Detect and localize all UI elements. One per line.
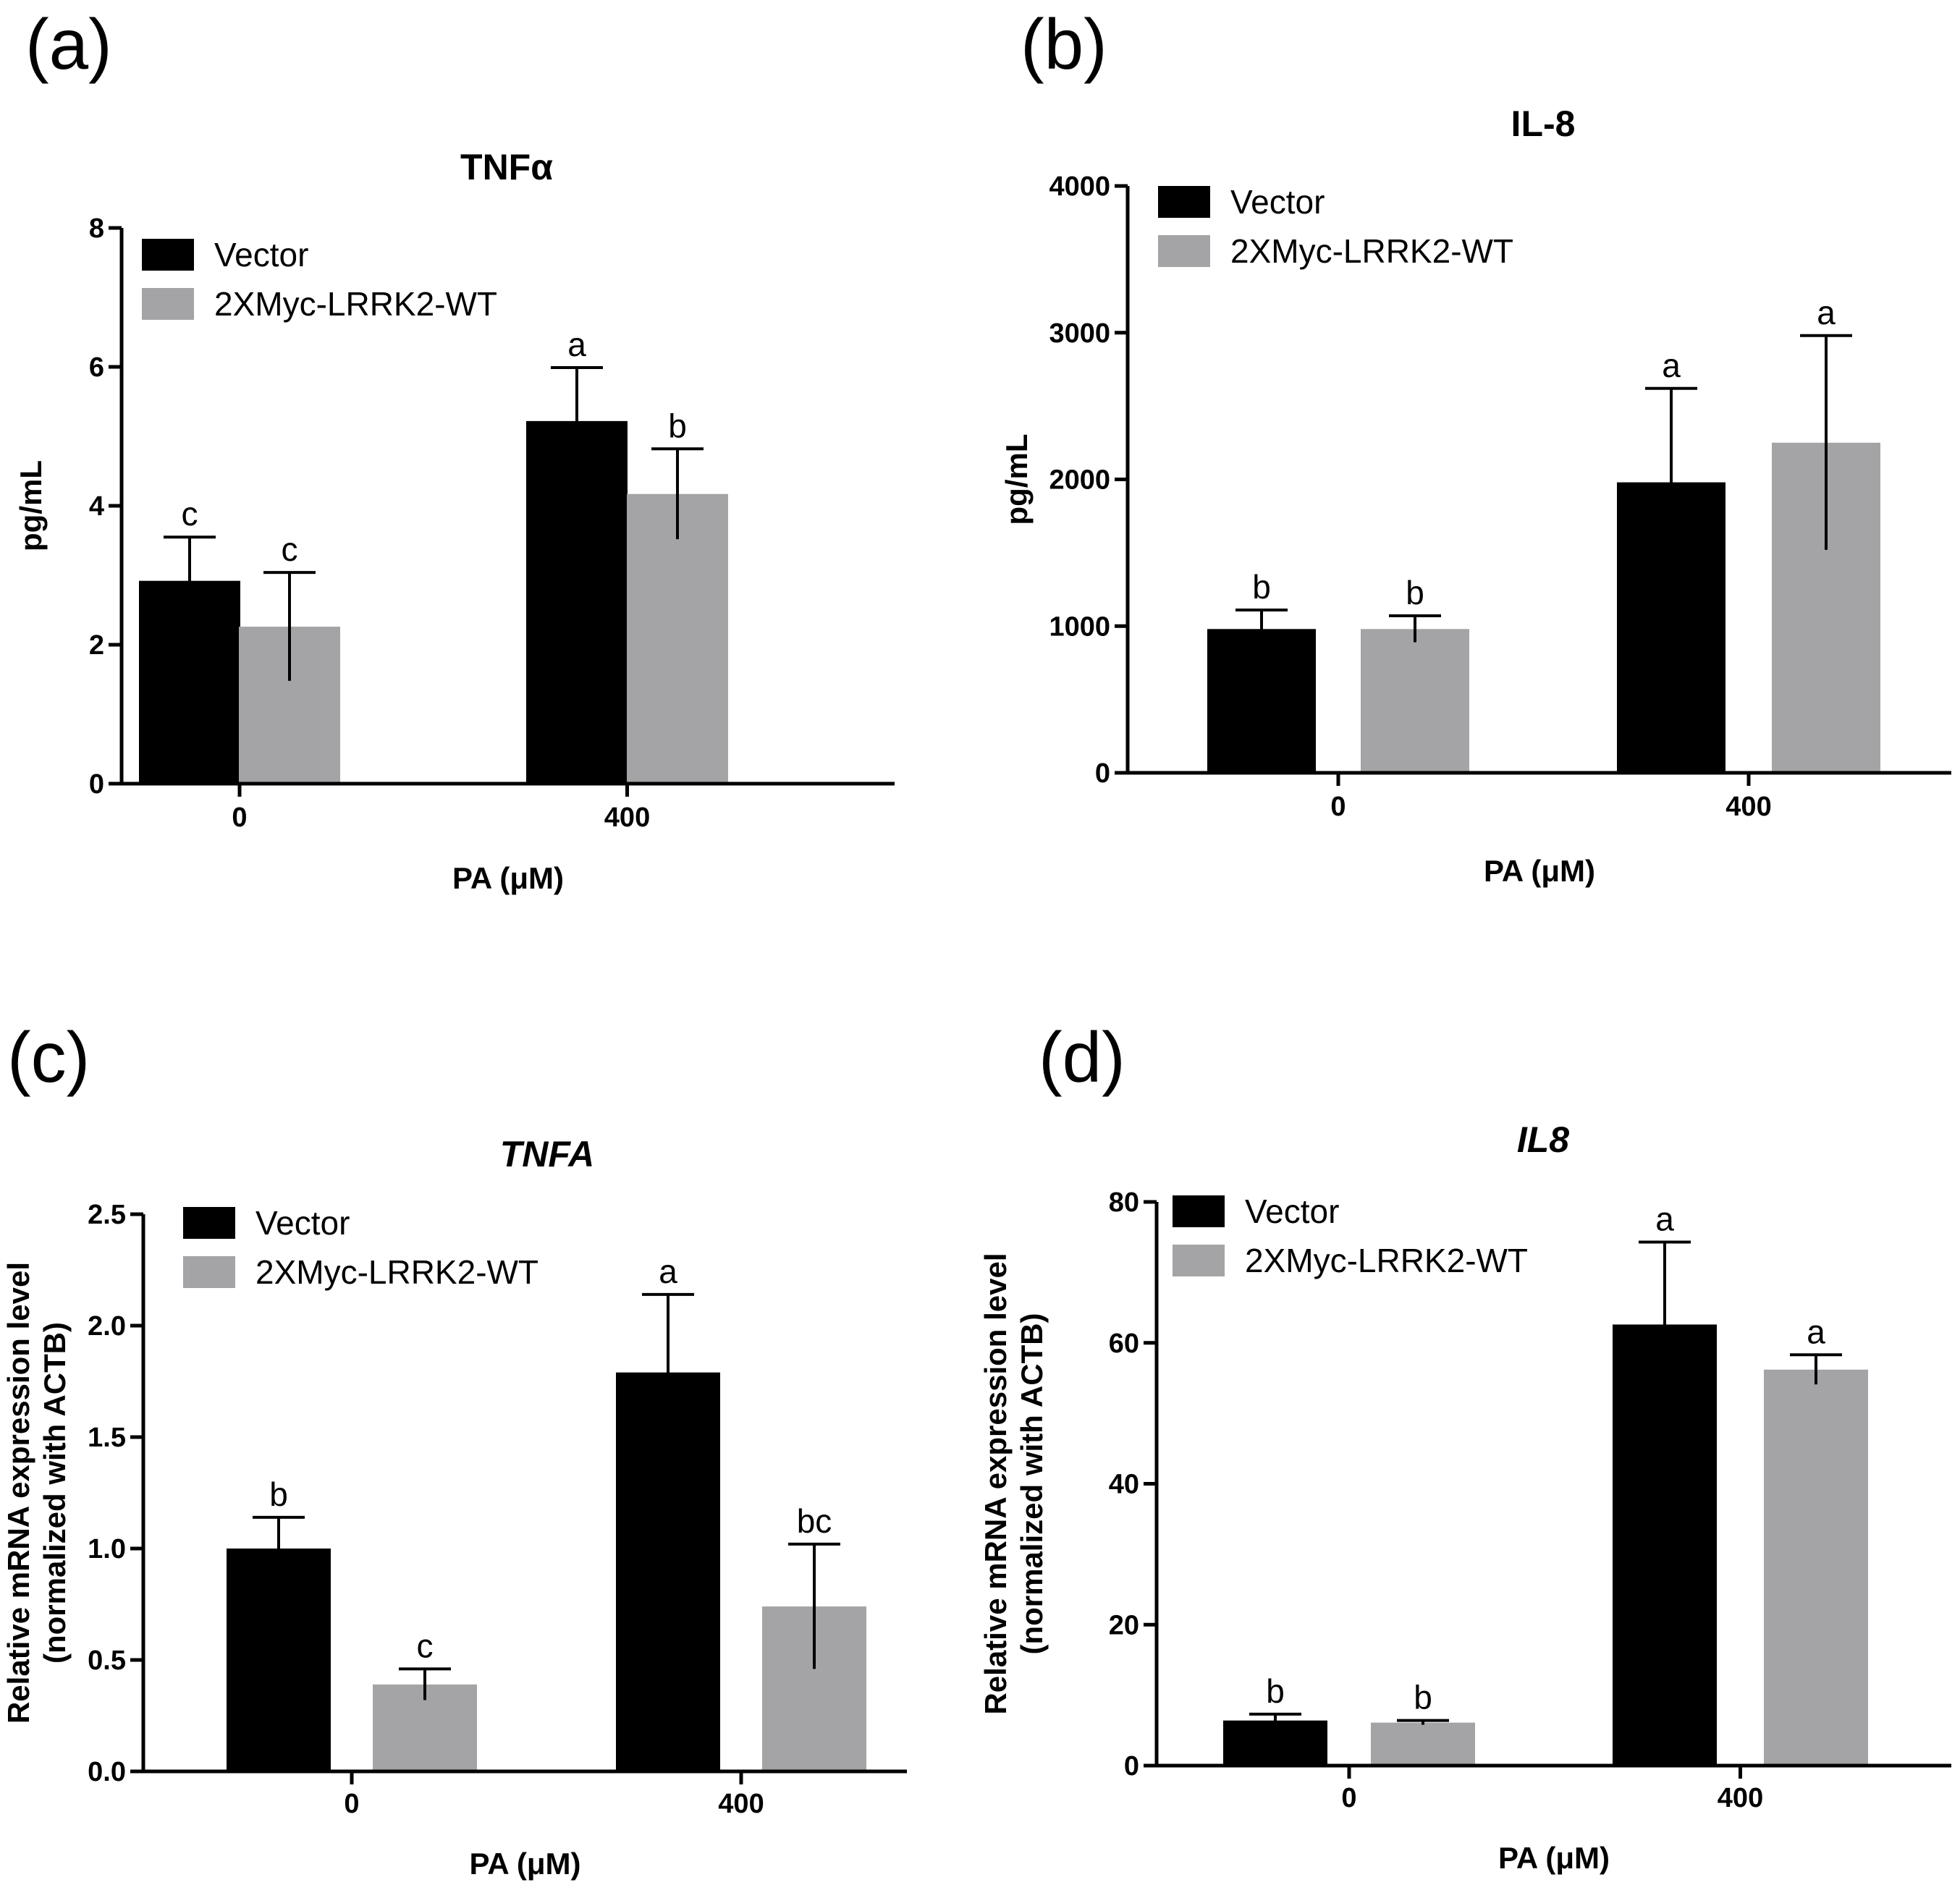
x-axis-label: PA (μM) bbox=[1484, 854, 1595, 888]
y-tick-label: 6 bbox=[89, 352, 104, 383]
legend-swatch bbox=[1173, 1245, 1225, 1276]
y-axis-label: Relative mRNA expression level(normalize… bbox=[1, 1262, 72, 1724]
significance-label: bc bbox=[797, 1502, 832, 1540]
y-tick-label: 80 bbox=[1109, 1187, 1139, 1218]
y-tick-label: 20 bbox=[1109, 1610, 1139, 1640]
significance-label: a bbox=[1655, 1200, 1674, 1238]
x-tick-label: 0 bbox=[344, 1789, 359, 1819]
significance-label: b bbox=[1266, 1672, 1285, 1710]
y-axis-label-line: pg/mL bbox=[1000, 434, 1034, 525]
chart-panel-2: (b) IL-8 0 1000 2000 3000 4000 b a b a 0 400 PA (μM) p… bbox=[1000, 4, 1951, 888]
x-tick-label: 400 bbox=[718, 1789, 764, 1819]
panel-tag: (c) bbox=[7, 1017, 90, 1097]
legend-label: Vector bbox=[1245, 1193, 1339, 1230]
y-tick-label: 1000 bbox=[1049, 611, 1110, 642]
legend-swatch bbox=[142, 239, 194, 271]
legend-swatch bbox=[183, 1207, 235, 1239]
x-axis-label: PA (μM) bbox=[470, 1847, 581, 1881]
bar bbox=[1371, 1722, 1475, 1766]
y-tick-label: 8 bbox=[89, 213, 104, 244]
y-tick-label: 3000 bbox=[1049, 318, 1110, 349]
y-tick-label: 2.5 bbox=[88, 1200, 126, 1230]
chart-title: IL-8 bbox=[1511, 103, 1576, 144]
chart-panel-1: (a) TNFα 0 2 4 6 8 c a c b 0 400 PA (μM) pg/mL Vector 2X… bbox=[14, 4, 895, 895]
legend-swatch bbox=[142, 288, 194, 320]
y-tick-label: 40 bbox=[1109, 1470, 1139, 1500]
x-tick-label: 0 bbox=[1341, 1783, 1356, 1813]
panel-tag: (b) bbox=[1021, 4, 1107, 84]
legend-label: Vector bbox=[214, 236, 308, 274]
bar bbox=[1207, 629, 1316, 773]
x-tick-label: 0 bbox=[1330, 792, 1346, 822]
legend-swatch bbox=[1158, 186, 1210, 218]
panel-tag: (d) bbox=[1039, 1017, 1125, 1097]
significance-label: a bbox=[567, 326, 586, 363]
legend-label: 2XMyc-LRRK2-WT bbox=[1245, 1242, 1528, 1279]
x-tick-label: 0 bbox=[232, 802, 247, 833]
significance-label: b bbox=[668, 407, 687, 444]
bar bbox=[627, 494, 728, 784]
y-axis-label-line: pg/mL bbox=[14, 460, 48, 551]
x-axis-label: PA (μM) bbox=[1498, 1841, 1610, 1875]
x-axis-label: PA (μM) bbox=[452, 861, 564, 895]
significance-label: a bbox=[1817, 294, 1836, 331]
chart-title: IL8 bbox=[1517, 1119, 1569, 1160]
y-axis-label: Relative mRNA expression level(normalize… bbox=[979, 1253, 1049, 1714]
chart-title: TNFα bbox=[460, 147, 553, 187]
legend-swatch bbox=[183, 1256, 235, 1288]
legend-label: Vector bbox=[255, 1204, 350, 1242]
legend-label: 2XMyc-LRRK2-WT bbox=[1230, 232, 1513, 270]
significance-label: a bbox=[1662, 347, 1681, 384]
y-tick-label: 0.0 bbox=[88, 1757, 126, 1787]
significance-label: c bbox=[182, 495, 198, 533]
significance-label: b bbox=[1414, 1679, 1432, 1716]
y-axis-label: pg/mL bbox=[14, 460, 48, 551]
y-tick-label: 0.5 bbox=[88, 1645, 126, 1676]
x-tick-label: 400 bbox=[604, 802, 650, 833]
chart-panel-3: (c) TNFA 0.0 0.5 1.0 1.5 2.0 2.5 b a c bc 0 400 PA (μM… bbox=[1, 1017, 907, 1881]
significance-label: c bbox=[282, 530, 298, 568]
y-tick-label: 4 bbox=[89, 491, 104, 522]
legend-swatch bbox=[1173, 1195, 1225, 1227]
x-tick-label: 400 bbox=[1718, 1783, 1763, 1813]
y-axis-label-line: (normalized with ACTB) bbox=[38, 1322, 72, 1664]
y-tick-label: 1.5 bbox=[88, 1423, 126, 1453]
legend-label: 2XMyc-LRRK2-WT bbox=[255, 1253, 538, 1291]
y-tick-label: 2 bbox=[89, 630, 104, 661]
y-tick-label: 60 bbox=[1109, 1329, 1139, 1359]
y-tick-label: 0 bbox=[1095, 758, 1110, 789]
bar bbox=[1764, 1369, 1868, 1766]
x-tick-label: 400 bbox=[1725, 792, 1771, 822]
panel-tag: (a) bbox=[25, 4, 112, 84]
y-axis-label-line: (normalized with ACTB) bbox=[1015, 1313, 1049, 1654]
significance-label: a bbox=[1807, 1313, 1825, 1350]
y-axis-label-line: Relative mRNA expression level bbox=[979, 1253, 1013, 1714]
y-axis-label: pg/mL bbox=[1000, 434, 1034, 525]
significance-label: b bbox=[1406, 574, 1424, 611]
bar bbox=[227, 1549, 331, 1771]
chart-title: TNFA bbox=[500, 1134, 595, 1174]
y-tick-label: 1.0 bbox=[88, 1534, 126, 1564]
legend-swatch bbox=[1158, 235, 1210, 267]
y-tick-label: 2.0 bbox=[88, 1311, 126, 1342]
significance-label: b bbox=[1252, 568, 1271, 606]
legend-label: 2XMyc-LRRK2-WT bbox=[214, 285, 497, 323]
legend-label: Vector bbox=[1230, 183, 1325, 221]
bar bbox=[526, 420, 628, 784]
significance-label: b bbox=[269, 1475, 288, 1513]
chart-panel-4: (d) IL8 0 20 40 60 80 b a b a 0 400 PA (μM) Relative m… bbox=[979, 1017, 1951, 1875]
bar bbox=[1223, 1720, 1327, 1766]
bar bbox=[1361, 629, 1469, 773]
y-axis-label-line: Relative mRNA expression level bbox=[1, 1262, 35, 1724]
y-tick-label: 4000 bbox=[1049, 171, 1110, 202]
significance-label: c bbox=[417, 1627, 434, 1664]
y-tick-label: 2000 bbox=[1049, 465, 1110, 496]
y-tick-label: 0 bbox=[1124, 1751, 1139, 1782]
significance-label: a bbox=[659, 1253, 677, 1290]
y-tick-label: 0 bbox=[89, 769, 104, 800]
